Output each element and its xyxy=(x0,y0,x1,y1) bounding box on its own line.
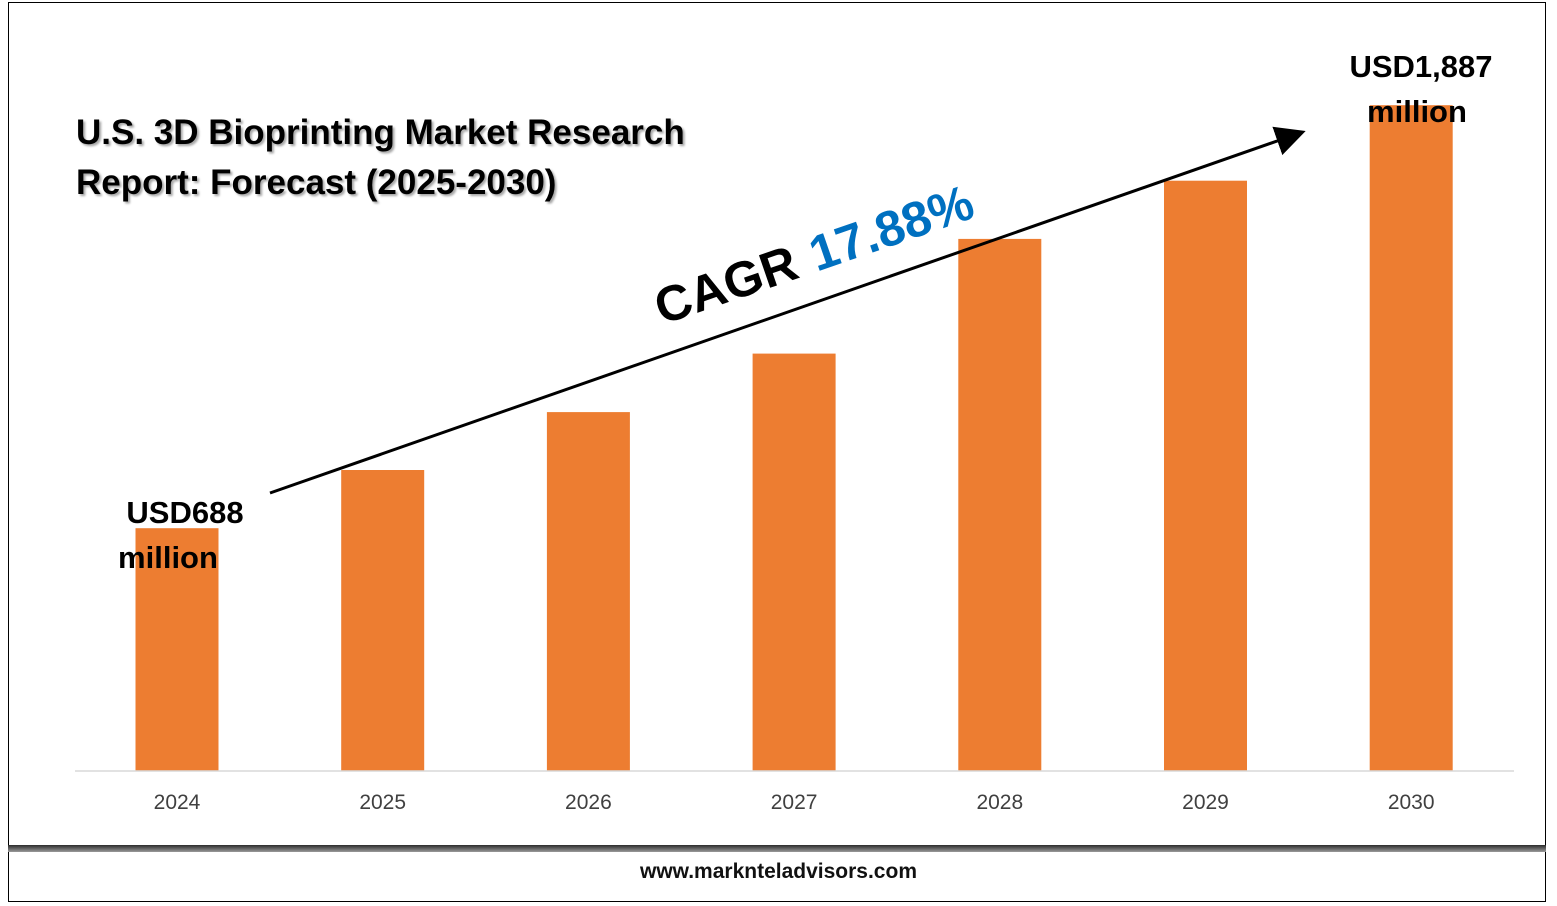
bar-2028 xyxy=(958,238,1042,771)
start-value-label-line-2: million xyxy=(118,540,218,575)
bar-2030 xyxy=(1369,105,1453,771)
x-tick-label-2028: 2028 xyxy=(976,791,1023,814)
start-value-label-line-1: USD688 xyxy=(126,495,243,530)
x-tick-label-2024: 2024 xyxy=(154,791,201,814)
x-tick-label-2027: 2027 xyxy=(771,791,818,814)
bar-2029 xyxy=(1164,180,1247,771)
footer-website: www.marknteladvisors.com xyxy=(640,860,917,883)
x-axis-ticks: 2024 2025 2026 2027 2028 2029 2030 xyxy=(154,791,1435,814)
bar-2027 xyxy=(752,353,836,771)
x-tick-label-2029: 2029 xyxy=(1182,791,1229,814)
cagr-value: 17.88% xyxy=(802,174,981,282)
chart-title: U.S. 3D Bioprinting Market Research Repo… xyxy=(76,108,685,208)
bar-2024 xyxy=(135,528,219,771)
end-value-label-line-1: USD1,887 xyxy=(1349,49,1492,84)
chart-frame xyxy=(8,2,1546,902)
chart-title-line-2: Report: Forecast (2025-2030) xyxy=(76,163,557,202)
footer-divider xyxy=(8,845,1546,852)
chart-title-line-1: U.S. 3D Bioprinting Market Research xyxy=(76,113,685,152)
x-tick-label-2030: 2030 xyxy=(1388,791,1435,814)
x-tick-label-2025: 2025 xyxy=(359,791,406,814)
bar-2025 xyxy=(341,470,425,771)
bar-series xyxy=(135,105,1453,771)
cagr-annotation: CAGR 17.88% xyxy=(647,174,980,335)
x-tick-label-2026: 2026 xyxy=(565,791,612,814)
end-value-label-line-2: million xyxy=(1367,94,1467,129)
bar-2026 xyxy=(546,412,630,771)
growth-arrow xyxy=(269,126,1306,495)
cagr-label: CAGR xyxy=(647,235,804,336)
bar-chart: 2024 2025 2026 2027 2028 2029 2030 CAGR 17.88%… xyxy=(75,49,1514,814)
